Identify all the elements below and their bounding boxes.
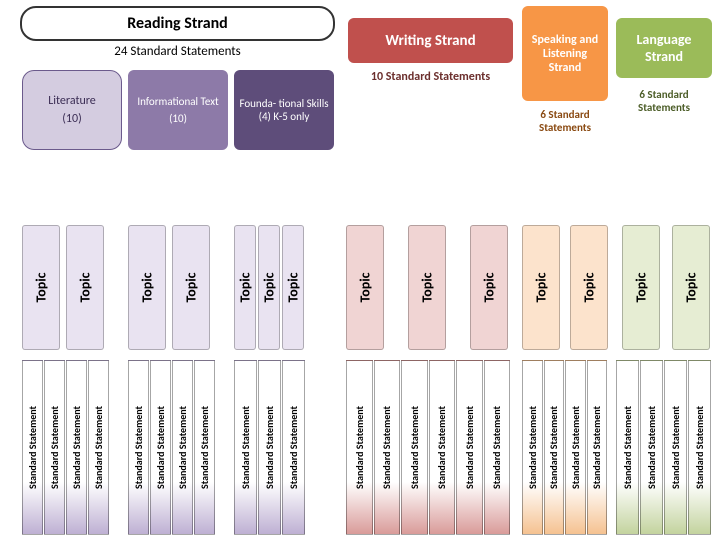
standard-statement-tile: Standard Statement xyxy=(587,360,608,535)
language-sublabel: 6 Standard Statements xyxy=(616,88,712,114)
topic-tile: Topic xyxy=(570,225,608,350)
writing-sublabel: 10 Standard Statements xyxy=(348,70,513,84)
standard-statement-tile: Standard Statement xyxy=(128,360,149,535)
standard-statement-tile: Standard Statement xyxy=(484,360,511,535)
reading-subbanner: 24 Standard Statements xyxy=(20,44,335,59)
standard-statement-tile: Standard Statement xyxy=(374,360,401,535)
standard-statement-tile: Standard Statement xyxy=(456,360,483,535)
topic-tile: Topic xyxy=(522,225,560,350)
topic-tile: Topic xyxy=(408,225,446,350)
standard-statement-tile: Standard Statement xyxy=(640,360,663,535)
standard-statement-tile: Standard Statement xyxy=(44,360,65,535)
topic-tile: Topic xyxy=(172,225,210,350)
language-strand-box: Language Strand xyxy=(616,18,712,78)
topic-tile: Topic xyxy=(282,225,304,350)
standard-statement-tile: Standard Statement xyxy=(565,360,586,535)
standard-statement-tile: Standard Statement xyxy=(616,360,639,535)
reading-strand-banner: Reading Strand xyxy=(20,6,335,41)
standard-statement-tile: Standard Statement xyxy=(429,360,456,535)
reading-subbox-2: Founda- tional Skills (4) K-5 only xyxy=(234,70,334,150)
speaking-sublabel: 6 Standard Statements xyxy=(522,108,608,134)
standard-statement-tile: Standard Statement xyxy=(544,360,565,535)
standard-statement-tile: Standard Statement xyxy=(401,360,428,535)
standard-statement-tile: Standard Statement xyxy=(688,360,711,535)
standard-statement-tile: Standard Statement xyxy=(150,360,171,535)
speaking-strand-box: Speaking and Listening Strand xyxy=(522,6,608,101)
topic-tile: Topic xyxy=(234,225,256,350)
topic-tile: Topic xyxy=(672,225,710,350)
topic-tile: Topic xyxy=(470,225,508,350)
standard-statement-tile: Standard Statement xyxy=(282,360,305,535)
writing-strand-box: Writing Strand xyxy=(348,18,513,63)
standard-statement-tile: Standard Statement xyxy=(258,360,281,535)
standard-statement-tile: Standard Statement xyxy=(88,360,109,535)
standard-statement-tile: Standard Statement xyxy=(664,360,687,535)
standard-statement-tile: Standard Statement xyxy=(194,360,215,535)
standard-statement-tile: Standard Statement xyxy=(66,360,87,535)
topic-tile: Topic xyxy=(66,225,104,350)
standard-statement-tile: Standard Statement xyxy=(22,360,43,535)
topic-tile: Topic xyxy=(346,225,384,350)
topic-tile: Topic xyxy=(128,225,166,350)
standard-statement-tile: Standard Statement xyxy=(234,360,257,535)
standard-statement-tile: Standard Statement xyxy=(172,360,193,535)
reading-subbox-0: Literature(10) xyxy=(22,70,122,150)
standard-statement-tile: Standard Statement xyxy=(346,360,373,535)
topic-tile: Topic xyxy=(258,225,280,350)
topic-tile: Topic xyxy=(22,225,60,350)
topic-tile: Topic xyxy=(622,225,660,350)
standard-statement-tile: Standard Statement xyxy=(522,360,543,535)
reading-subbox-1: Informational Text(10) xyxy=(128,70,228,150)
